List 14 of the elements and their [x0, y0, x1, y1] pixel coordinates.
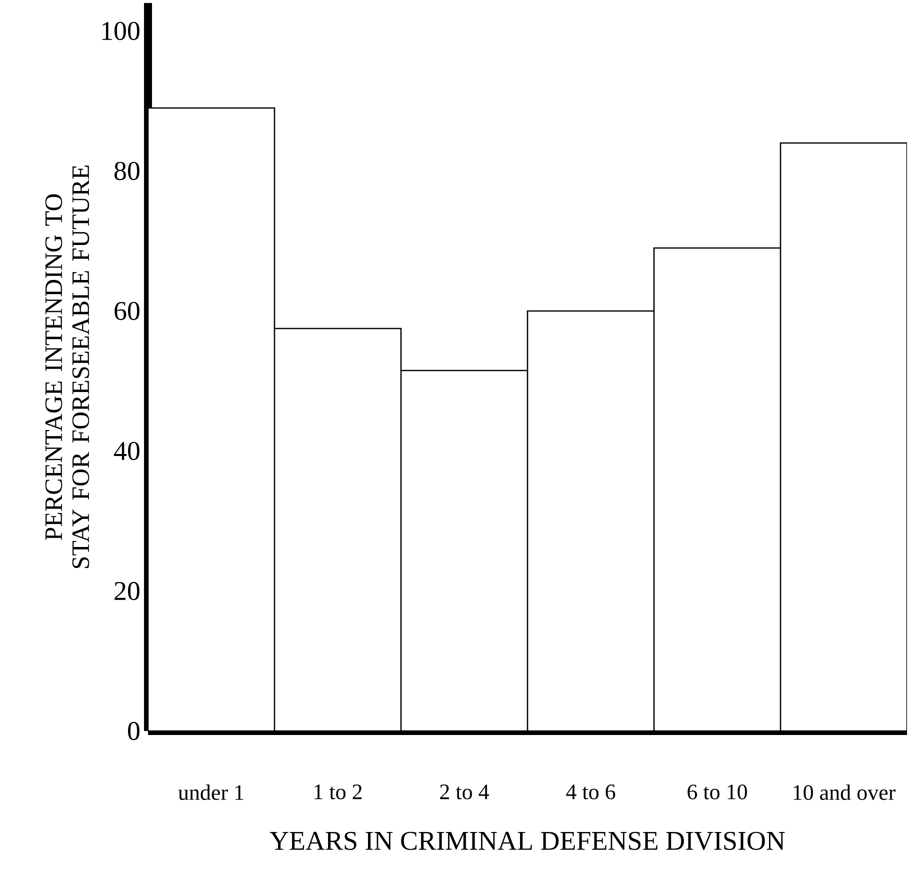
- x-tick-label: 2 to 4: [440, 784, 489, 800]
- y-tick-label: 100: [102, 22, 140, 40]
- x-tick-label: under 1: [178, 784, 244, 800]
- y-tick-label: 60: [114, 302, 140, 320]
- x-axis-title: YEARS IN CRIMINAL DEFENSE DIVISION: [270, 832, 785, 850]
- y-tick-label: 40: [114, 442, 140, 460]
- x-tick-label: 10 and over: [794, 784, 896, 800]
- y-axis-title: PERCENTAGE INTENDING TO STAY FOR FORESEEABLE FUTURE: [45, 166, 90, 568]
- x-tick-label: 6 to 10: [688, 784, 747, 800]
- y-tick-label: 0: [128, 722, 140, 740]
- x-tick-label: 4 to 6: [566, 784, 616, 800]
- y-tick-label: 20: [114, 582, 140, 600]
- y-tick-label: 80: [114, 162, 140, 180]
- x-tick-label: 1 to 2: [314, 784, 362, 800]
